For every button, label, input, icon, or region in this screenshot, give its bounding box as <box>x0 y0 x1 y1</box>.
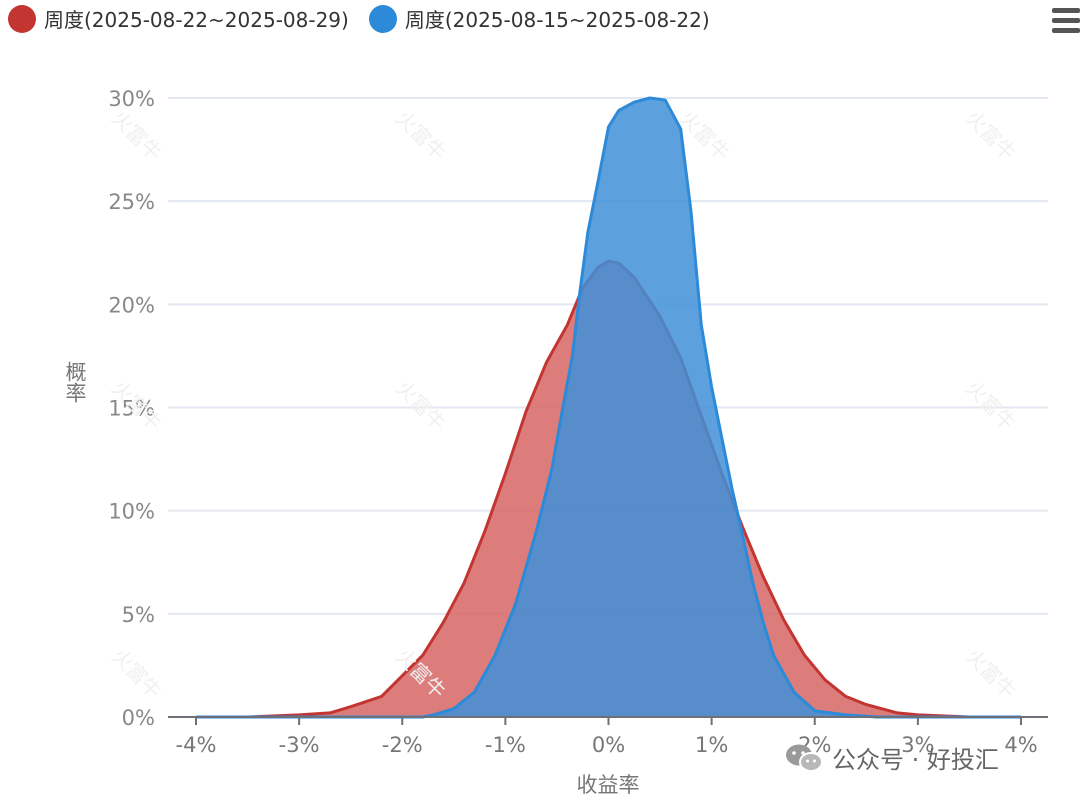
legend: 周度(2025-08-22~2025-08-29) 周度(2025-08-15~… <box>8 4 710 33</box>
y-tick-label: 30% <box>108 87 155 111</box>
x-tick-label: -2% <box>382 733 423 757</box>
legend-marker-series-2 <box>368 4 397 33</box>
hamburger-menu-icon[interactable] <box>1052 8 1080 38</box>
x-tick-label: -3% <box>279 733 320 757</box>
y-tick-label: 20% <box>108 293 155 317</box>
legend-item-series-1[interactable]: 周度(2025-08-22~2025-08-29) <box>8 4 349 33</box>
y-tick-label: 25% <box>108 190 155 214</box>
series-2-line <box>196 96 1021 719</box>
x-axis-title: 收益率 <box>577 773 640 797</box>
axes: 0%5%10%15%20%25%30%-4% -3% -2% -1% 0% 1% 2% 3% 4… <box>63 87 1048 797</box>
legend-marker-series-1 <box>8 4 36 33</box>
y-tick-label: 0% <box>122 706 155 730</box>
y-tick-label: 15% <box>108 397 155 421</box>
source-credit: 公众号 · 好投汇 <box>784 740 999 775</box>
y-tick-label: 10% <box>108 500 155 524</box>
x-tick-label: 0% <box>592 733 625 757</box>
legend-label-series-2: 周度(2025-08-15~2025-08-22) <box>404 8 710 32</box>
y-tick-label: 5% <box>122 603 155 627</box>
legend-item-series-2[interactable]: 周度(2025-08-15~2025-08-22) <box>368 4 710 33</box>
x-tick-label: 1% <box>695 733 728 757</box>
x-tick-label: -1% <box>485 733 526 757</box>
wechat-icon <box>786 744 823 772</box>
x-tick-label: 3% <box>901 733 934 757</box>
x-tick-label: -4% <box>176 733 217 757</box>
legend-label-series-1: 周度(2025-08-22~2025-08-29) <box>44 8 349 32</box>
series-2-area <box>196 98 1021 717</box>
chart-series-group <box>196 96 1021 719</box>
x-tick-label: 4% <box>1004 733 1037 757</box>
y-axis-title: 概率 <box>63 361 87 403</box>
credit-text: 公众号 · 好投汇 <box>832 746 999 774</box>
